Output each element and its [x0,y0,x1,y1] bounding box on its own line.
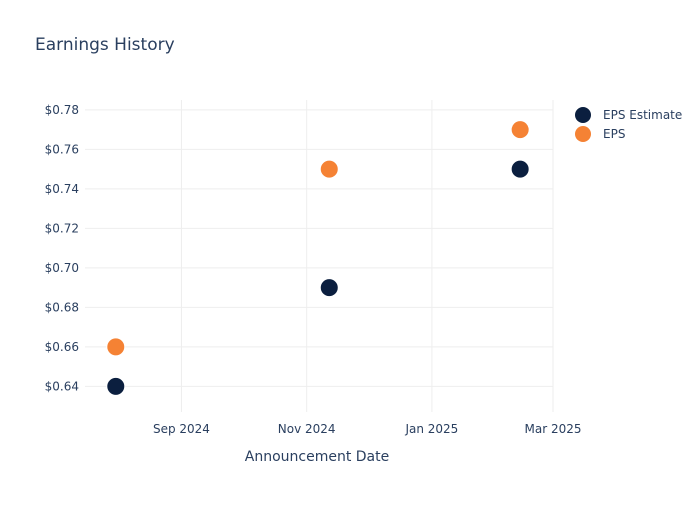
data-point[interactable] [510,120,530,140]
data-point[interactable] [319,159,339,179]
chart-title: Earnings History [35,35,175,55]
data-point[interactable] [319,278,339,298]
data-point[interactable] [510,159,530,179]
y-axis: $0.64 $0.66 $0.68 $0.70 $0.72 $0.74 $0.76 $0.78 [45,103,79,393]
legend-item[interactable]: EPS Estimate [575,107,682,123]
y-tick-label: $0.64 [45,379,79,393]
data-point[interactable] [106,337,126,357]
x-tick-label: Sep 2024 [153,422,210,436]
series-eps [106,120,530,357]
y-tick-label: $0.76 [45,142,79,156]
y-tick-label: $0.70 [45,261,79,275]
series-eps-estimate [106,159,530,396]
y-tick-label: $0.78 [45,103,79,117]
y-tick-label: $0.68 [45,300,79,314]
x-tick-label: Nov 2024 [278,422,336,436]
grid-lines [85,100,554,412]
legend-item[interactable]: EPS [575,126,625,142]
legend-label: EPS Estimate [603,108,682,122]
data-points [106,120,530,396]
y-tick-label: $0.66 [45,340,79,354]
y-tick-label: $0.72 [45,221,79,235]
legend-marker [575,126,591,142]
data-point[interactable] [106,376,126,396]
legend[interactable]: EPS Estimate EPS [575,107,682,142]
x-tick-label: Mar 2025 [525,422,582,436]
y-tick-label: $0.74 [45,182,79,196]
legend-marker [575,107,591,123]
legend-label: EPS [603,127,625,141]
x-tick-label: Jan 2025 [404,422,458,436]
x-axis-title: Announcement Date [245,449,389,465]
x-axis: Sep 2024 Nov 2024 Jan 2025 Mar 2025 [153,422,582,436]
